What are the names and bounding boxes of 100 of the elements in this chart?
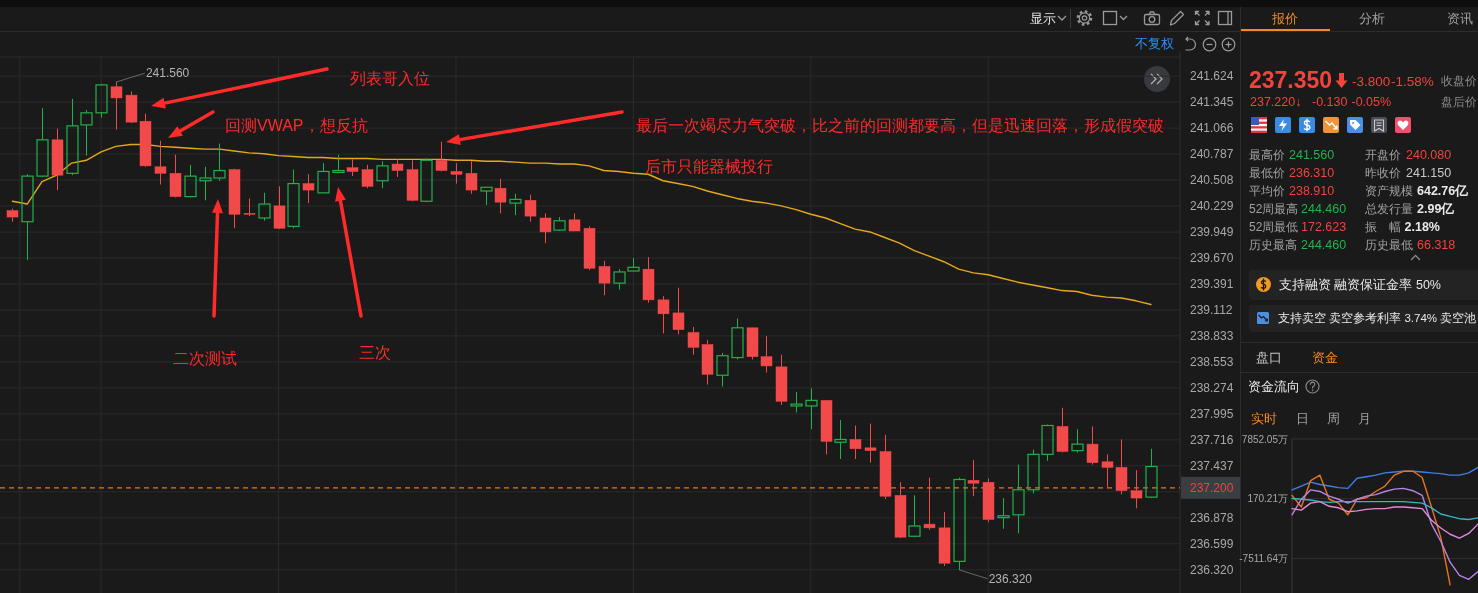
text: 资金 [1312,349,1338,365]
text: -0.05% [1351,95,1392,109]
candlestick [657,295,670,334]
line-series [1291,470,1451,586]
candlestick [731,317,744,360]
candlestick [332,154,345,173]
y-tick-label: 240.229 [1190,198,1234,213]
text: 振 幅 [1365,219,1401,234]
candlestick [672,287,685,335]
y-tick-label: 240.508 [1190,173,1234,188]
text: 盘口 [1256,349,1282,365]
candlestick [1012,464,1025,534]
text: 236.310 [1289,165,1335,180]
text: 历史最高 [1249,237,1297,252]
text: 支持融资 融资保证金率 50% [1279,276,1441,292]
text: 历史最低 [1365,237,1413,252]
candlestick [302,173,315,204]
text: 平均价 [1249,183,1285,198]
candlestick [51,128,64,191]
annotation: 241.560 [145,66,190,81]
text: 52周最高 [1249,201,1299,216]
y-tick-label: -7511.64万 [1239,552,1288,564]
text: 52周最低 [1249,219,1299,234]
candlestick [376,160,389,189]
ref-line-label: 237.200 [1190,480,1234,495]
text: 2.18% [1404,219,1440,234]
candlestick [864,423,877,464]
text: 237.220↓ [1250,95,1302,109]
candlestick [494,178,507,214]
text: 盘后价 [1441,96,1477,108]
candlestick [849,425,862,460]
text: 支持卖空 卖空参考利率 3.74% 卖空池 [1278,311,1477,324]
candlestick [879,434,892,500]
y-tick-label: 238.553 [1190,354,1234,369]
text: 收盘价 [1441,75,1477,87]
y-tick-label: 237.716 [1190,432,1234,447]
text: 资产规模 [1365,183,1413,198]
candlestick [406,159,419,201]
text: 244.460 [1301,201,1347,216]
annotation: 最后一次竭尽力气突破，比之前的回测都要高，但是迅速回落，形成假突破 [636,116,1164,134]
y-tick-label: 239.670 [1190,251,1234,265]
annotation: 列表哥入位 [350,69,430,87]
candlestick [346,158,359,177]
candlestick [908,494,921,537]
text: 244.460 [1301,237,1347,252]
candlestick [391,158,404,178]
y-tick-label: 236.599 [1190,536,1234,551]
y-tick-label: 238.274 [1190,380,1234,395]
annotation: 236.320 [988,571,1033,586]
candlestick [480,186,493,206]
text: 资讯 [1447,10,1473,26]
candlestick [169,154,182,197]
text: 周 [1327,412,1340,426]
candlestick [967,459,980,497]
candlestick [820,400,833,455]
text: 月 [1358,412,1371,426]
text: 资金流向 [1247,379,1300,394]
annotation: 二次测试 [173,349,237,367]
text: 报价 [1270,10,1298,26]
text: 分析 [1359,10,1385,26]
text: 总发行量 [1364,201,1413,216]
y-tick-label: 241.066 [1190,121,1234,136]
candlestick [790,391,803,413]
text: 开盘价 [1365,147,1401,162]
candlestick [1130,469,1143,509]
text: 642.76亿 [1417,183,1470,198]
annotation: 三次 [359,343,391,361]
candlestick [997,497,1010,530]
line-series [1291,487,1478,581]
text: 最低价 [1249,165,1285,180]
candlestick [110,81,123,131]
text: -0.130 [1312,95,1348,109]
annotation: 回测VWAP，想反抗 [225,116,368,134]
text: 昨收价 [1365,165,1401,180]
text: 最高价 [1249,147,1285,162]
text: -3.800 [1352,73,1391,89]
y-tick-label: 239.112 [1190,302,1233,317]
text: 2.99亿 [1417,201,1456,216]
y-tick-label: 170.21万 [1247,493,1288,505]
candlestick [465,160,478,195]
y-tick-label: 237.995 [1190,406,1234,421]
candlestick [36,107,49,177]
candlestick [524,194,537,223]
y-tick-label: 239.949 [1190,225,1234,240]
candlestick [317,162,330,194]
candlestick [894,481,907,538]
text: 实时 [1251,412,1277,426]
line-series [11,143,1152,306]
y-tick-label: 7852.05万 [1241,433,1288,445]
candlestick [1145,448,1158,498]
text: 66.318 [1417,237,1456,252]
y-tick-label: 241.345 [1190,95,1234,110]
text: 日 [1295,412,1309,426]
candlestick [938,511,951,567]
annotation: 后市只能器械投行 [645,157,773,175]
text: 172.623 [1301,219,1347,234]
y-tick-label: 236.878 [1190,510,1234,525]
text: -1.58% [1391,73,1434,89]
line-series [1291,500,1478,539]
candlestick [923,477,936,531]
